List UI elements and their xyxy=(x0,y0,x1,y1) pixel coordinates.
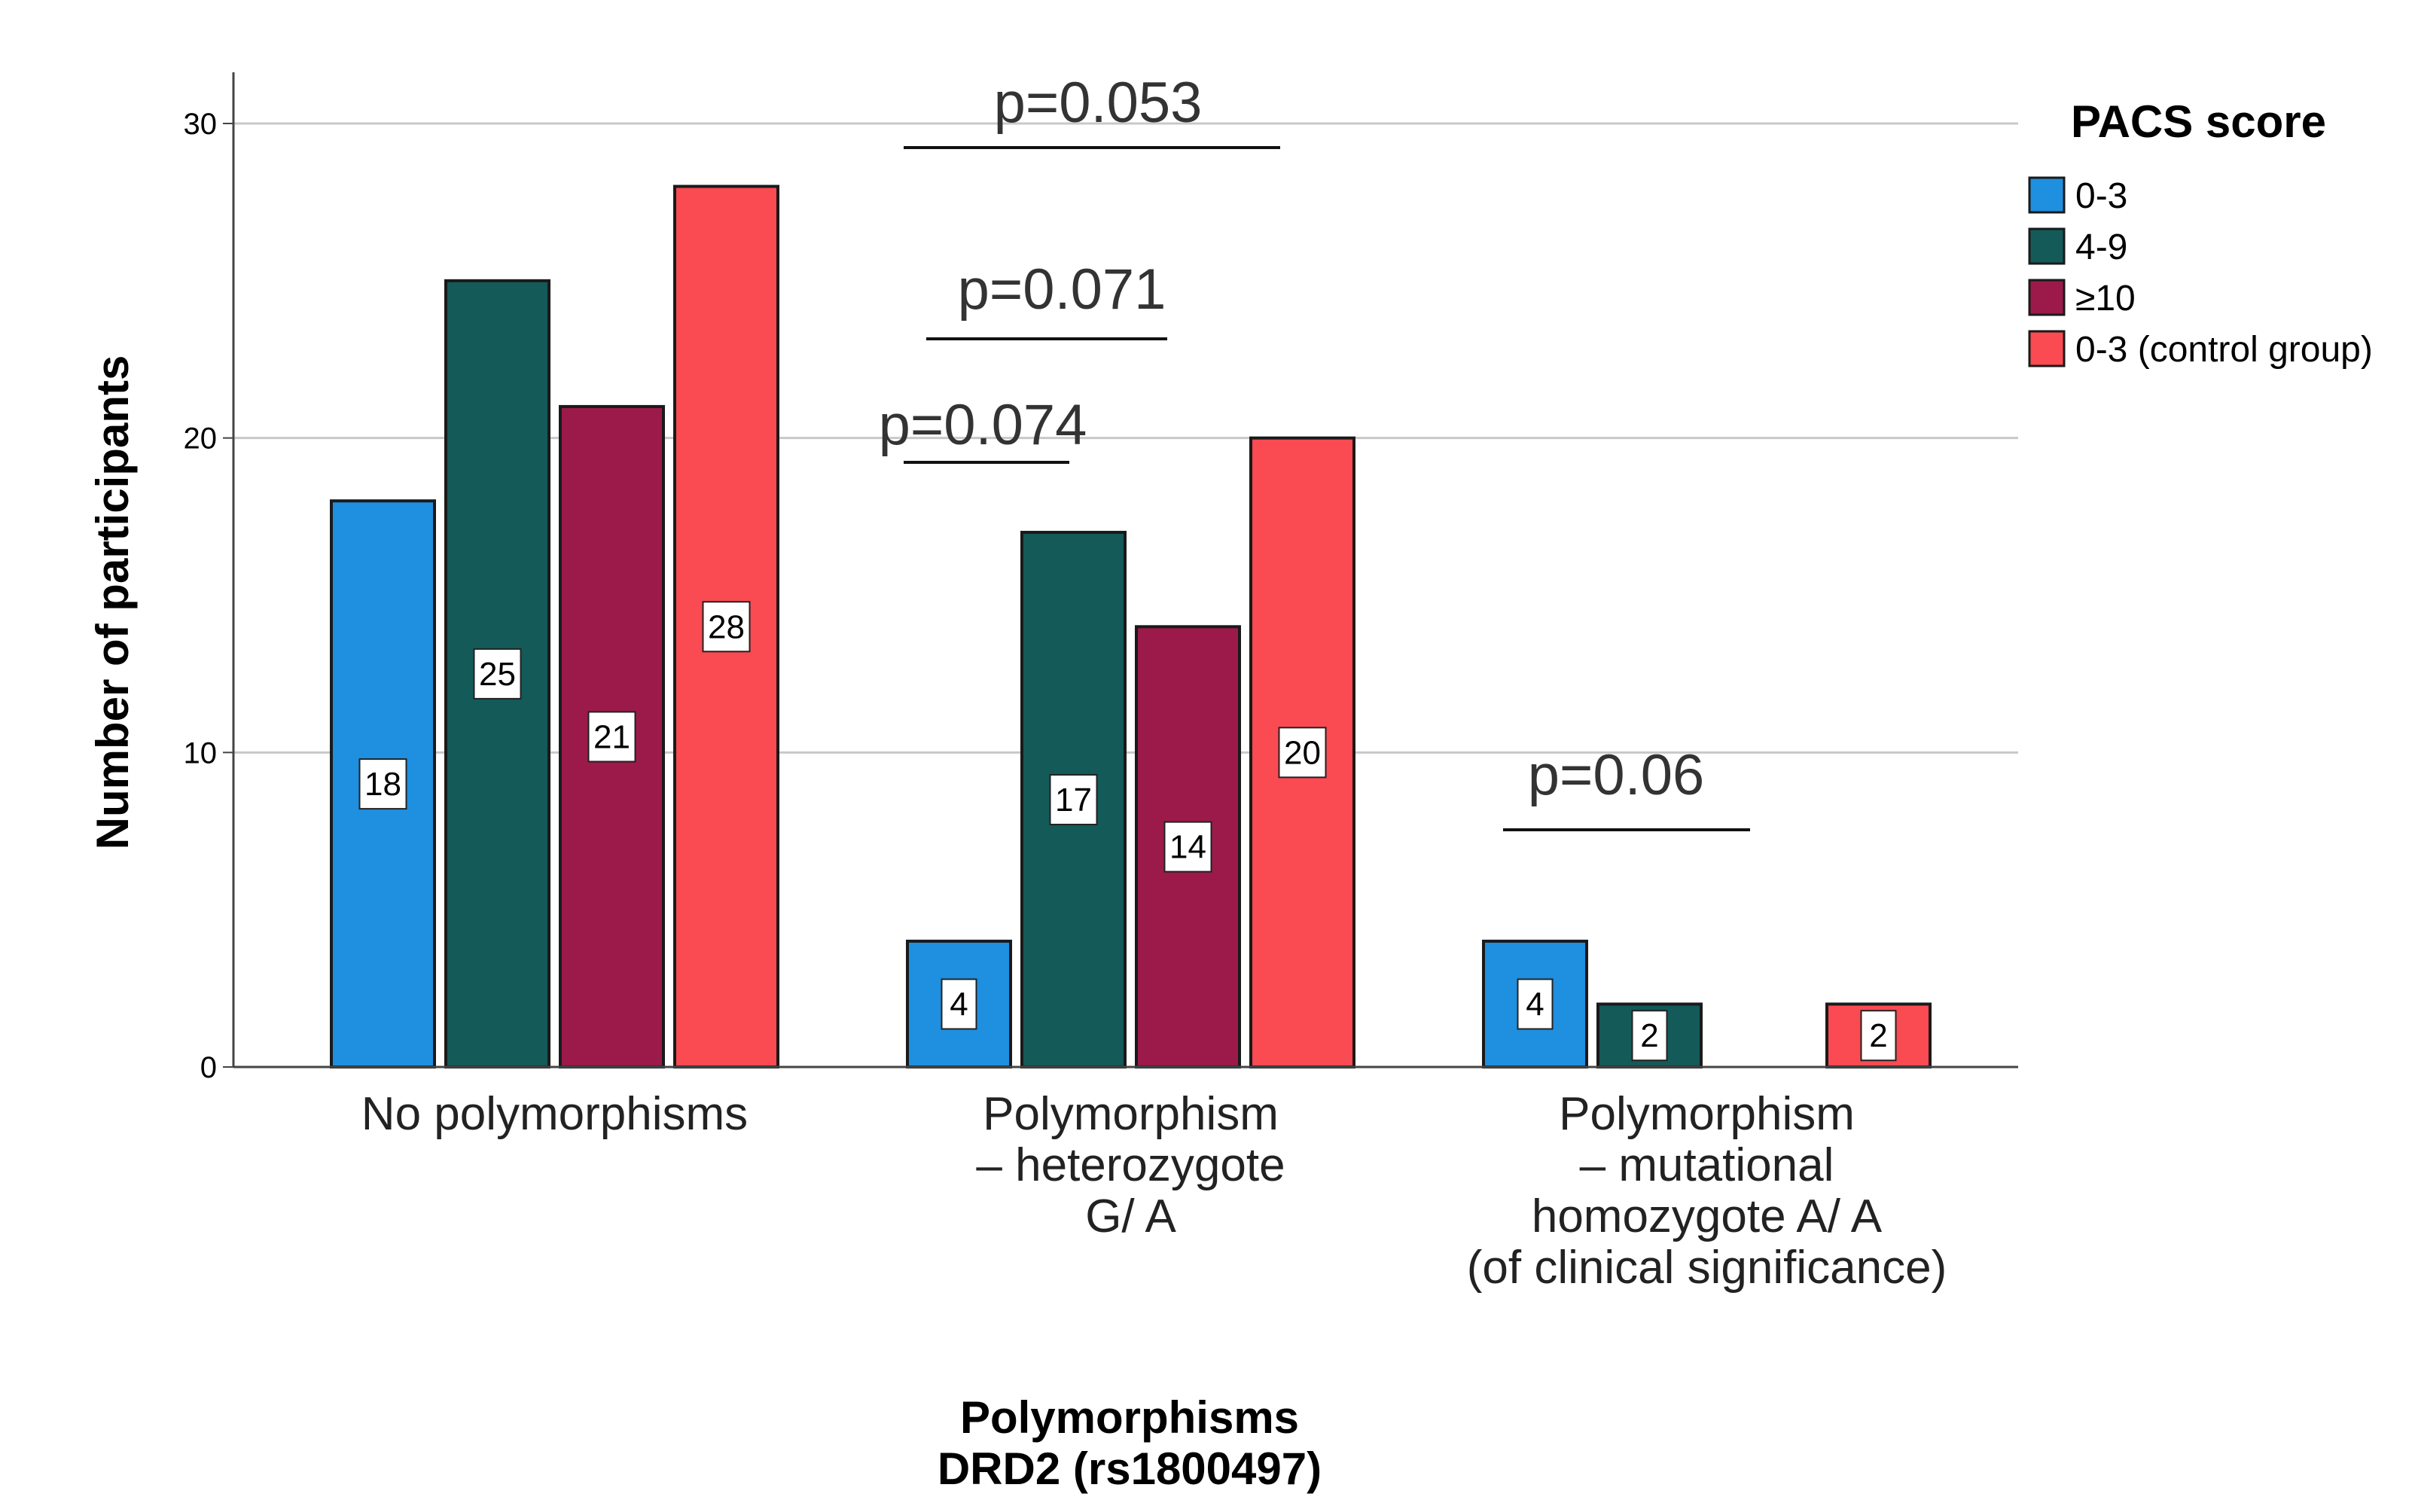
y-tick-label: 20 xyxy=(184,422,218,456)
data-label-box xyxy=(1517,978,1554,1030)
data-label: 14 xyxy=(1169,829,1206,866)
data-labels: 18 4 4 25 17 2 21 14 28 20 2 xyxy=(358,601,1897,1062)
data-label: 17 xyxy=(1055,782,1092,818)
p-value-label: p=0.06 xyxy=(1528,743,1705,807)
data-label: 28 xyxy=(708,608,745,645)
legend-swatch xyxy=(2028,330,2066,367)
legend-swatch xyxy=(2028,279,2066,316)
data-label-box xyxy=(1631,1010,1668,1062)
category-labels: No polymorphisms Polymorphism – heterozygo… xyxy=(361,1088,1947,1294)
p-value-label: p=0.074 xyxy=(879,393,1087,457)
data-label-box xyxy=(1049,773,1098,825)
category-label: Polymorphism – heterozygote G/ A xyxy=(976,1088,1285,1242)
data-label-box xyxy=(1163,821,1212,873)
data-label-box xyxy=(1278,727,1327,779)
legend: PACS score 0-3 4-9 ≥10 0-3 (control group) xyxy=(2028,96,2373,370)
data-label: 21 xyxy=(593,718,630,755)
data-label: 4 xyxy=(1526,986,1544,1023)
x-axis-title: Polymorphisms DRD2 (rs1800497) xyxy=(938,1392,1322,1494)
legend-label: 0-3 (control group) xyxy=(2075,330,2373,370)
legend-title: PACS score xyxy=(2071,96,2326,147)
data-label: 2 xyxy=(1869,1017,1887,1054)
data-label-box xyxy=(358,758,407,810)
y-axis-title: Number of participants xyxy=(87,355,138,850)
legend-label: 0-3 xyxy=(2075,176,2127,216)
data-label-box xyxy=(587,711,636,763)
data-label: 18 xyxy=(364,766,401,803)
data-label: 25 xyxy=(479,656,516,693)
category-label: No polymorphisms xyxy=(361,1088,748,1140)
legend-swatch xyxy=(2028,227,2066,265)
data-label-box xyxy=(473,648,522,700)
data-label: 4 xyxy=(950,986,968,1023)
data-label-box xyxy=(702,601,751,653)
data-label: 20 xyxy=(1284,734,1321,771)
data-label-box xyxy=(1860,1010,1897,1062)
y-tick-label: 0 xyxy=(200,1051,217,1084)
y-tick-label: 10 xyxy=(184,736,218,770)
legend-label: ≥10 xyxy=(2075,279,2136,319)
y-tick-label: 30 xyxy=(184,108,218,141)
axis-titles: Number of participants Polymorphisms DRD2 … xyxy=(87,355,1322,1494)
data-label: 2 xyxy=(1640,1017,1658,1054)
legend-swatch xyxy=(2028,176,2066,214)
category-label: Polymorphism – mutational homozygote A/ A(… xyxy=(1467,1088,1947,1294)
p-value-label: p=0.053 xyxy=(994,71,1203,135)
legend-label: 4-9 xyxy=(2075,227,2127,267)
significance-annotations: p=0.053 p=0.071 p=0.074 p=0.06 xyxy=(879,71,1750,831)
axes: 0 10 20 30 xyxy=(184,72,2018,1084)
p-value-label: p=0.071 xyxy=(958,258,1166,322)
data-label-box xyxy=(941,978,977,1030)
